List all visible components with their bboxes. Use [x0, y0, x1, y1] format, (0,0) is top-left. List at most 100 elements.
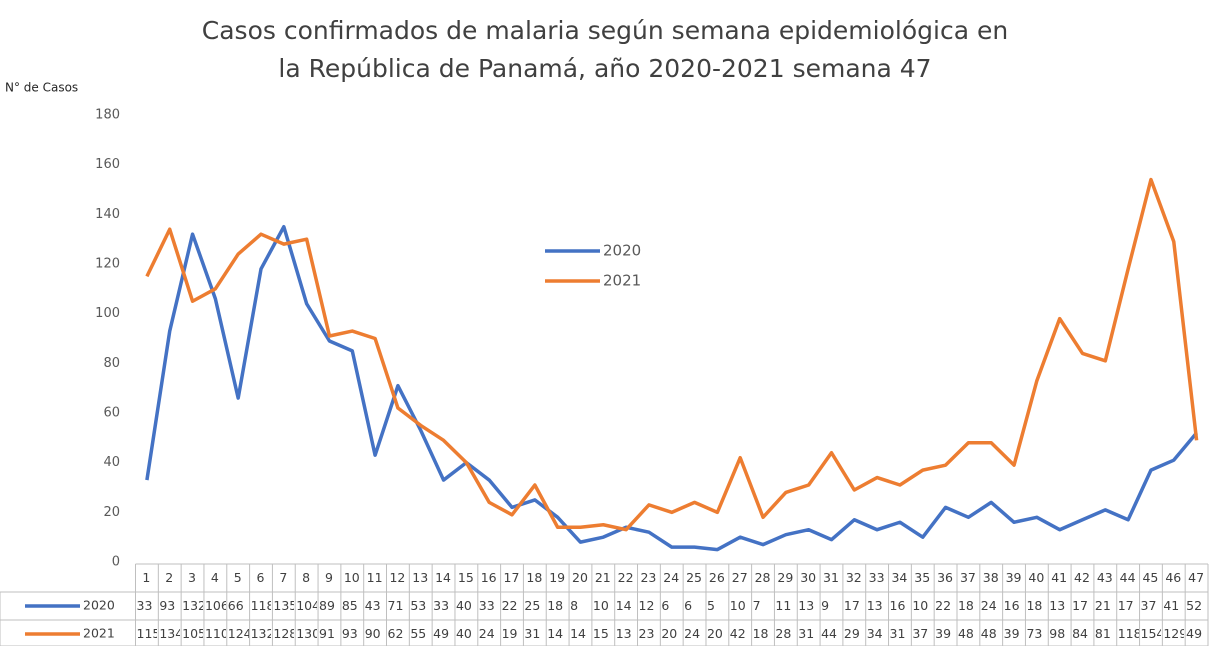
- y-tick-label: 80: [103, 356, 120, 371]
- table-value: 31: [889, 626, 906, 641]
- table-value: 85: [341, 598, 358, 613]
- table-value: 20: [706, 626, 723, 641]
- table-value: 24: [684, 626, 701, 641]
- table-value: 11: [775, 598, 792, 613]
- x-tick-label: 2: [165, 570, 174, 585]
- x-tick-label: 5: [233, 570, 242, 585]
- x-tick-label: 26: [708, 570, 725, 585]
- y-tick-label: 0: [112, 555, 120, 570]
- table-value: 14: [547, 626, 564, 641]
- x-tick-label: 34: [891, 570, 908, 585]
- table-value: 81: [1094, 626, 1111, 641]
- table-value: 31: [798, 626, 815, 641]
- table-value: 20: [661, 626, 678, 641]
- x-tick-label: 39: [1005, 570, 1022, 585]
- x-tick-label: 1: [142, 570, 151, 585]
- x-tick-label: 45: [1142, 570, 1159, 585]
- x-tick-label: 19: [549, 570, 566, 585]
- y-tick-label: 60: [103, 406, 120, 421]
- table-value: 49: [1186, 626, 1203, 641]
- table-value: 9: [821, 598, 830, 613]
- table-value: 12: [638, 598, 655, 613]
- y-tick-label: 140: [95, 207, 120, 222]
- table-value: 115: [136, 626, 158, 641]
- table-value: 41: [1163, 598, 1180, 613]
- table-value: 10: [912, 598, 929, 613]
- table-value: 39: [1003, 626, 1020, 641]
- x-tick-label: 40: [1028, 570, 1045, 585]
- table-value: 48: [980, 626, 997, 641]
- x-tick-label: 33: [868, 570, 885, 585]
- x-tick-label: 4: [210, 570, 219, 585]
- table-value: 24: [478, 626, 495, 641]
- x-tick-label: 18: [526, 570, 543, 585]
- table-value: 132: [250, 626, 272, 641]
- y-axis-label: N° de Casos: [5, 81, 78, 95]
- x-tick-label: 38: [982, 570, 999, 585]
- y-tick-label: 100: [95, 306, 120, 321]
- table-value: 34: [866, 626, 883, 641]
- x-tick-label: 24: [663, 570, 680, 585]
- x-tick-label: 41: [1051, 570, 1068, 585]
- table-value: 22: [501, 598, 518, 613]
- x-tick-label: 44: [1119, 570, 1136, 585]
- table-value: 23: [638, 626, 655, 641]
- table-value: 105: [182, 626, 203, 641]
- y-tick-label: 120: [95, 257, 120, 272]
- table-value: 8: [570, 598, 579, 613]
- x-tick-label: 17: [503, 570, 520, 585]
- table-value: 130: [296, 626, 318, 641]
- table-value: 110: [204, 626, 226, 641]
- table-value: 7: [752, 598, 761, 613]
- table-value: 40: [455, 626, 472, 641]
- x-tick-label: 47: [1188, 570, 1205, 585]
- table-value: 104: [296, 598, 318, 613]
- x-tick-label: 16: [480, 570, 497, 585]
- table-value: 66: [227, 598, 244, 613]
- table-value: 17: [1117, 598, 1134, 613]
- x-tick-label: 25: [686, 570, 703, 585]
- x-tick-label: 15: [457, 570, 474, 585]
- y-tick-label: 40: [103, 455, 120, 470]
- table-value: 33: [478, 598, 495, 613]
- table-value: 14: [615, 598, 632, 613]
- table-value: 16: [1003, 598, 1020, 613]
- table-value: 13: [866, 598, 883, 613]
- y-tick-label: 160: [95, 157, 120, 172]
- x-tick-label: 23: [640, 570, 657, 585]
- table-value: 33: [433, 598, 450, 613]
- table-value: 37: [912, 626, 929, 641]
- table-row-label: 2021: [83, 626, 115, 641]
- table-value: 31: [524, 626, 541, 641]
- x-tick-label: 28: [754, 570, 771, 585]
- table-value: 33: [136, 598, 153, 613]
- table-value: 71: [387, 598, 404, 613]
- table-value: 18: [1026, 598, 1043, 613]
- x-tick-label: 9: [324, 570, 333, 585]
- table-value: 28: [775, 626, 792, 641]
- x-tick-label: 43: [1096, 570, 1113, 585]
- table-value: 6: [684, 598, 693, 613]
- x-tick-label: 21: [594, 570, 611, 585]
- x-tick-label: 13: [412, 570, 429, 585]
- x-tick-label: 12: [389, 570, 406, 585]
- y-tick-label: 180: [95, 108, 120, 123]
- x-tick-label: 20: [572, 570, 588, 585]
- table-row-label: 2020: [83, 598, 115, 613]
- table-value: 29: [843, 626, 860, 641]
- table-value: 13: [798, 598, 815, 613]
- table-value: 73: [1026, 626, 1043, 641]
- table-value: 129: [1163, 626, 1185, 641]
- table-value: 52: [1186, 598, 1203, 613]
- x-tick-label: 11: [366, 570, 383, 585]
- x-tick-label: 46: [1165, 570, 1182, 585]
- table-value: 118: [250, 598, 272, 613]
- table-value: 17: [1072, 598, 1088, 613]
- table-value: 18: [752, 626, 769, 641]
- table-value: 84: [1072, 626, 1088, 641]
- table-value: 49: [433, 626, 450, 641]
- legend-label: 2020: [603, 242, 641, 260]
- series-line: [145, 177, 1199, 532]
